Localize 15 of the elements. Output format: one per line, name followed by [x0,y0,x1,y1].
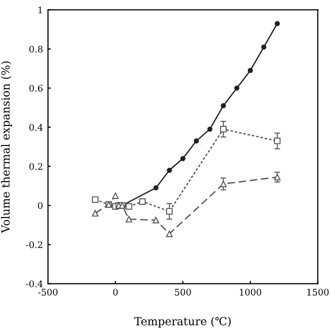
y-tick-label: 0.2 [29,163,42,170]
y-tick-label: 1 [38,6,42,14]
y-axis-title: Volume thermal expansion (%) [1,61,12,234]
y-tick-label: -0.4 [26,280,43,288]
x-tick-label: 1500 [307,288,329,296]
y-tick-label: -0.2 [26,241,42,248]
y-tick-label: 0.8 [29,46,43,53]
x-tick-label: 1000 [240,288,262,296]
y-tick-label: 0.4 [29,124,43,131]
x-tick-label: -500 [38,288,58,296]
y-tick-label: 0 [38,202,43,210]
x-tick-label: 500 [175,288,191,296]
x-axis-title: Temperature (℃) [134,316,231,328]
y-tick-label: 0.6 [29,84,43,92]
x-tick-label: 0 [113,288,118,296]
